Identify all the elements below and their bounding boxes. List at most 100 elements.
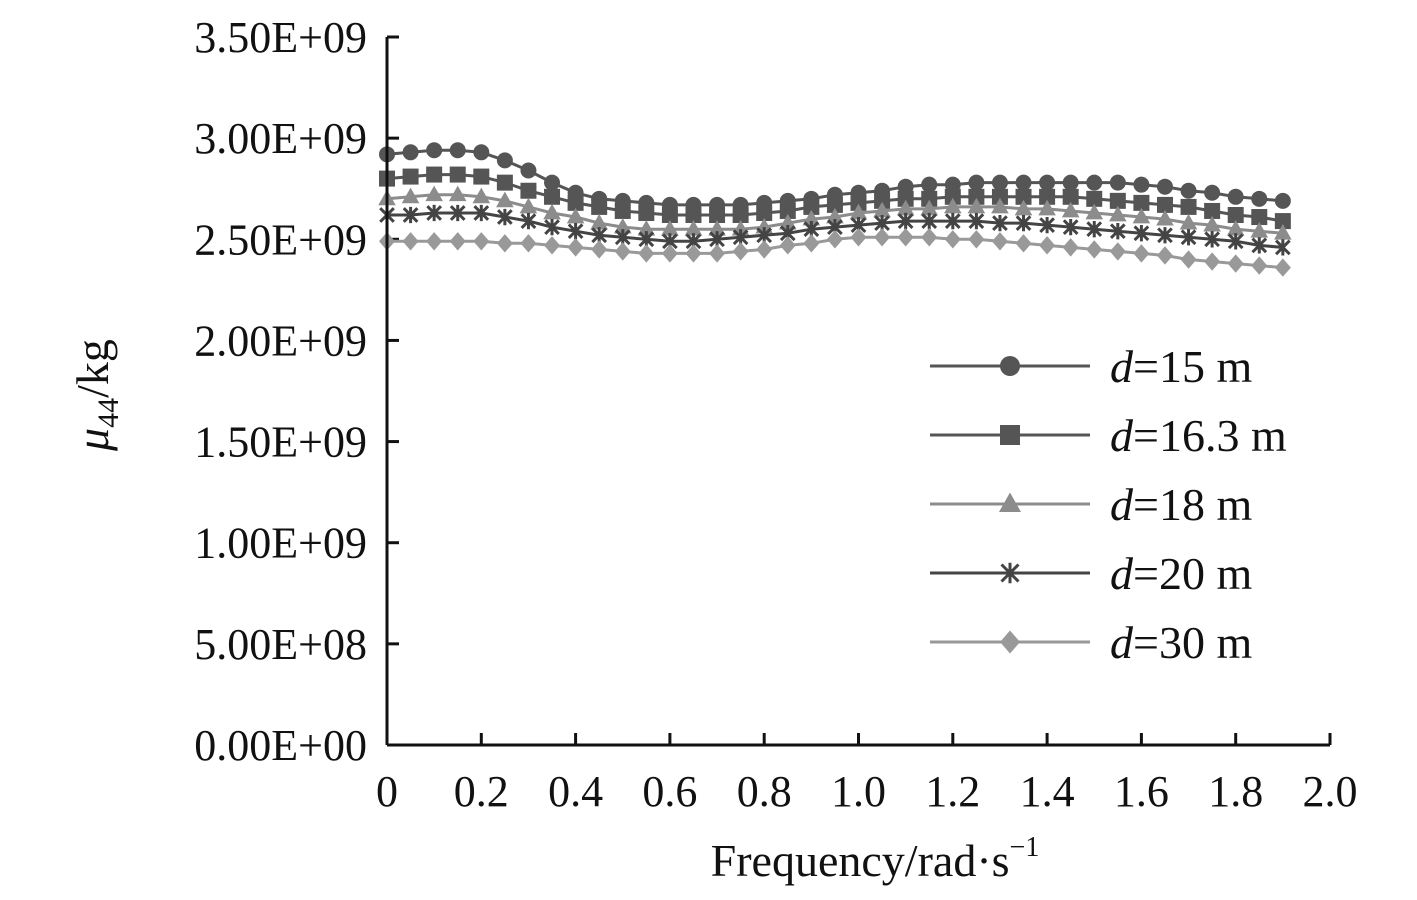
data-point	[426, 142, 443, 159]
data-point	[709, 244, 726, 263]
data-point	[402, 232, 419, 251]
legend-item: d=16.3 m	[930, 410, 1287, 461]
series-3	[378, 185, 1292, 240]
legend-label-value: =30 m	[1133, 617, 1252, 668]
data-point	[496, 174, 513, 191]
data-point	[496, 152, 513, 169]
y-tick-label: 3.50E+09	[194, 13, 367, 62]
data-point	[613, 217, 632, 234]
data-point	[1086, 174, 1103, 191]
data-point	[1251, 209, 1268, 226]
legend-label: d=18 m	[1110, 479, 1252, 530]
legend-label-variable: d	[1110, 479, 1134, 530]
data-point	[1179, 213, 1198, 230]
x-axis-title-superscript: −1	[1010, 832, 1040, 863]
data-point	[944, 197, 962, 214]
y-tick-label: 0.00E+00	[194, 721, 367, 770]
data-point	[921, 228, 938, 247]
data-point	[520, 234, 537, 253]
data-point	[473, 204, 490, 222]
data-point	[1109, 223, 1126, 240]
data-point	[566, 207, 585, 224]
data-point	[1274, 224, 1292, 240]
data-point	[1226, 219, 1245, 236]
data-point	[873, 201, 891, 218]
data-point	[968, 174, 985, 191]
data-point	[472, 187, 491, 204]
legend-label: d=20 m	[1110, 548, 1252, 599]
x-axis-ticks: 0 0.2 0.4 0.6 0.8 1.0 1.2 1.4 1.6 1.8 2.0	[376, 733, 1358, 816]
data-point	[544, 174, 561, 191]
data-point	[1039, 174, 1056, 191]
data-point	[1133, 244, 1150, 263]
data-point	[826, 230, 843, 249]
data-point	[850, 194, 867, 211]
data-point	[732, 207, 749, 224]
data-point	[1061, 201, 1080, 218]
data-point	[1132, 207, 1151, 224]
data-point	[496, 191, 514, 208]
legend-label-value: =16.3 m	[1133, 410, 1287, 461]
data-point	[591, 198, 608, 215]
data-point	[1039, 236, 1056, 255]
data-point	[1156, 246, 1173, 265]
legend-label-value: =15 m	[1133, 341, 1252, 392]
data-point	[897, 190, 914, 207]
legend-label: d=15 m	[1110, 341, 1252, 392]
data-point	[1086, 240, 1103, 259]
data-point	[1274, 239, 1291, 256]
x-tick-label: 0.2	[454, 767, 509, 816]
data-point	[1274, 192, 1291, 209]
x-tick-label: 1.6	[1114, 767, 1169, 816]
data-point	[1086, 190, 1103, 207]
data-point	[402, 168, 419, 185]
data-point	[520, 212, 537, 230]
data-point	[426, 166, 443, 183]
data-point	[591, 240, 608, 259]
data-point	[1038, 199, 1056, 216]
data-point	[449, 166, 466, 183]
data-point	[1227, 233, 1244, 250]
y-tick-label: 3.00E+09	[194, 114, 367, 163]
data-point	[897, 228, 914, 247]
data-point	[638, 244, 655, 263]
data-point	[1180, 229, 1197, 246]
data-point	[449, 142, 466, 159]
data-point	[426, 232, 443, 251]
legend-label-value: =20 m	[1133, 548, 1252, 599]
data-point	[544, 218, 560, 236]
data-point	[779, 202, 796, 219]
x-tick-label: 0.8	[737, 767, 792, 816]
x-tick-label: 1.4	[1020, 767, 1075, 816]
legend-label-variable: d	[1110, 341, 1134, 392]
data-point	[614, 242, 631, 261]
data-point	[874, 228, 891, 247]
data-point	[1156, 196, 1173, 213]
data-point	[1227, 254, 1244, 273]
y-tick-label: 1.50E+09	[194, 418, 367, 467]
data-point	[1274, 258, 1291, 277]
data-point	[1109, 205, 1127, 222]
data-point	[1156, 178, 1173, 195]
data-point	[850, 228, 867, 247]
data-point	[1133, 225, 1150, 242]
legend-label-variable: d	[1110, 548, 1134, 599]
data-point	[874, 192, 891, 209]
legend-marker	[1000, 562, 1020, 584]
data-point	[1015, 174, 1032, 191]
data-point	[590, 213, 608, 230]
data-point	[1204, 202, 1221, 219]
data-point	[944, 176, 961, 193]
y-axis-title-symbol: μ	[67, 428, 118, 452]
data-point	[1062, 174, 1079, 191]
data-point	[1251, 190, 1268, 207]
data-point	[803, 198, 820, 215]
data-point	[1062, 188, 1079, 205]
data-point	[1204, 252, 1221, 271]
data-point	[991, 232, 1008, 251]
data-point	[1274, 213, 1291, 230]
data-point	[1157, 227, 1173, 244]
data-point	[1039, 188, 1056, 205]
data-point	[991, 174, 1008, 191]
data-point	[708, 219, 726, 236]
